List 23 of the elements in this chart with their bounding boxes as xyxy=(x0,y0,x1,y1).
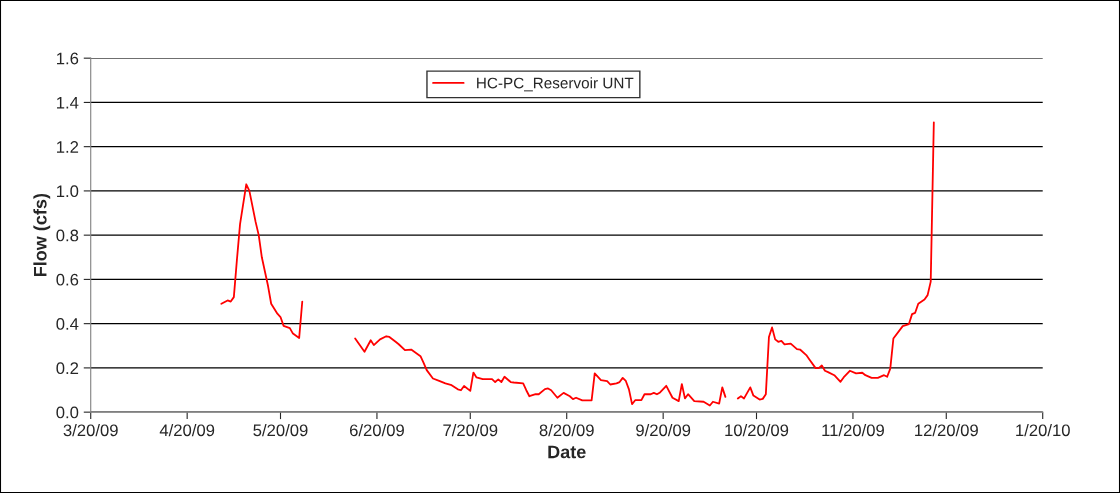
x-tick-label: 4/20/09 xyxy=(159,423,215,437)
x-tick-label: 6/20/09 xyxy=(349,423,404,437)
y-tick-label: 1.0 xyxy=(57,185,79,198)
y-tick-label: 0.2 xyxy=(56,362,79,375)
y-tick-label: 0.8 xyxy=(56,229,79,242)
x-tick-label: 9/20/09 xyxy=(636,423,691,437)
x-tick-label: 5/20/09 xyxy=(253,423,308,437)
x-tick-label: 12/20/09 xyxy=(915,423,978,437)
y-tick-label: 0.0 xyxy=(56,406,79,419)
legend-label: HC-PC_Reservoir UNT xyxy=(477,77,634,92)
y-tick-label: 1.2 xyxy=(57,141,79,153)
x-tick-label: 1/20/10 xyxy=(1016,423,1070,437)
x-axis-title: Date xyxy=(548,445,586,459)
y-tick-label: 1.6 xyxy=(57,52,79,65)
y-tick-label: 0.4 xyxy=(56,318,79,330)
y-tick-label: 1.4 xyxy=(57,96,79,109)
x-tick-label: 7/20/09 xyxy=(443,423,498,437)
x-tick-label: 11/20/09 xyxy=(822,423,884,437)
y-tick-label: 0.6 xyxy=(56,273,79,286)
x-tick-label: 10/20/09 xyxy=(725,423,789,437)
x-tick-label: 3/20/09 xyxy=(63,423,118,437)
y-axis-title: Flow (cfs) xyxy=(33,193,51,277)
x-tick-label: 8/20/09 xyxy=(539,423,594,437)
